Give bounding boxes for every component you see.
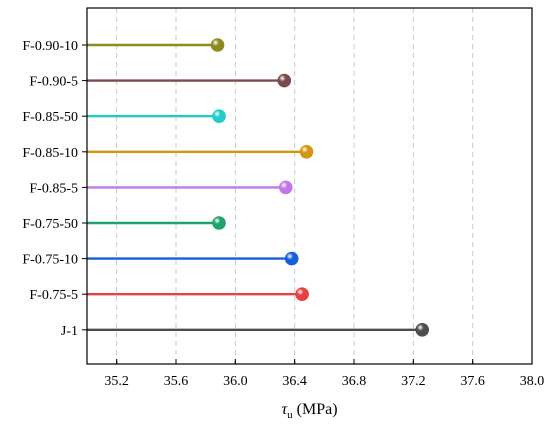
x-tick-label: 37.6 [460, 374, 485, 389]
y-category-label: F-0.85-50 [22, 110, 78, 125]
x-tick-label: 36.4 [282, 374, 307, 389]
x-axis-title: τu (MPa) [281, 401, 337, 421]
lollipop-point [210, 38, 225, 52]
y-category-label: F-0.85-10 [22, 146, 78, 161]
x-tick-label: 35.2 [104, 374, 129, 389]
lollipop-point [212, 109, 226, 123]
lollipop-point [277, 73, 292, 88]
x-axis-title-unit: (MPa) [293, 401, 338, 418]
series-marks [87, 38, 430, 337]
y-category-label: J-1 [61, 324, 78, 339]
y-category-label: F-0.75-50 [22, 217, 78, 232]
y-category-label: F-0.75-10 [22, 253, 78, 268]
lollipop-point [299, 145, 314, 159]
x-tick-label: 36.8 [342, 374, 367, 389]
lollipop-point [415, 322, 430, 337]
x-axis-ticks: 35.2 35.6 36.0 36.4 36.8 37.2 37.6 38.0 [104, 359, 544, 389]
y-axis-ticks: F-0.90-10 F-0.90-5 F-0.85-50 F-0.85-10 F-0.8… [22, 39, 87, 339]
lollipop-point [284, 251, 299, 266]
lollipop-point [278, 180, 293, 195]
lollipop-point [212, 216, 226, 230]
x-tick-label: 38.0 [520, 374, 545, 389]
x-tick-label: 37.2 [401, 374, 426, 389]
y-category-label: F-0.90-10 [22, 39, 78, 54]
x-tick-label: 35.6 [164, 374, 189, 389]
x-axis-title-symbol: τ [281, 401, 288, 418]
y-category-label: F-0.85-5 [29, 181, 78, 196]
x-axis-title-subscript: u [287, 409, 293, 421]
x-tick-label: 36.0 [223, 374, 248, 389]
lollipop-point [295, 287, 309, 302]
plot-frame [86, 7, 533, 365]
y-category-label: F-0.75-5 [29, 288, 78, 303]
grid-lines [116, 8, 474, 364]
y-category-label: F-0.90-5 [29, 75, 78, 90]
